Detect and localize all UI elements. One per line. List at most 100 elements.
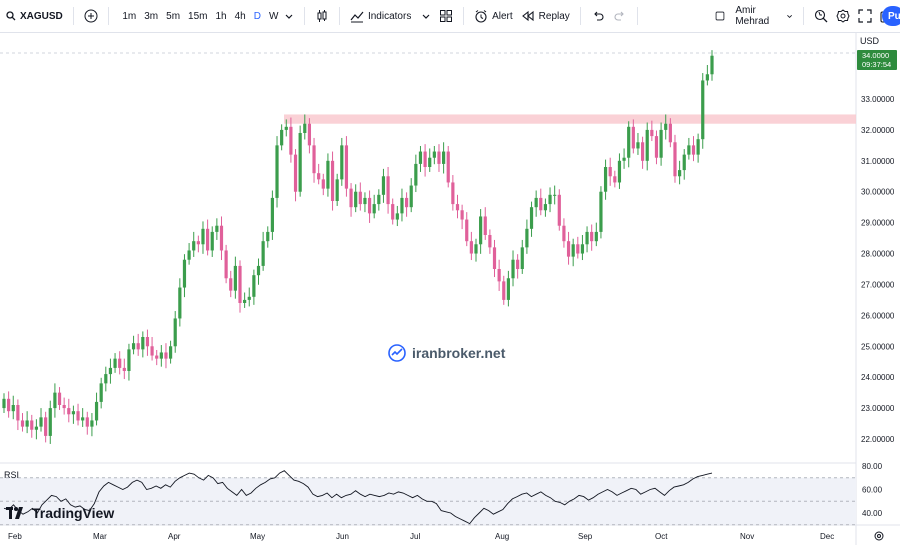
candle-body: [293, 154, 298, 192]
candle-body: [654, 136, 659, 158]
candle-body: [284, 126, 288, 130]
candle-body: [344, 145, 349, 189]
undo-button[interactable]: [587, 4, 609, 28]
candle-body: [372, 204, 376, 214]
alert-button[interactable]: Alert: [470, 4, 517, 28]
timeframe-15m[interactable]: 15m: [188, 10, 208, 22]
fullscreen-button[interactable]: [854, 4, 876, 28]
candle-body: [585, 231, 589, 245]
candle-body: [330, 160, 335, 201]
replay-button[interactable]: Replay: [517, 4, 574, 28]
candle-body: [238, 265, 242, 303]
candle-body: [136, 343, 140, 350]
candle-body: [44, 417, 48, 436]
timeframe-4h[interactable]: 4h: [234, 10, 246, 22]
candle-body: [104, 374, 108, 384]
candle-body: [141, 337, 145, 350]
candle-body: [62, 405, 66, 409]
candle-body: [455, 204, 460, 211]
currency-label[interactable]: USD: [860, 36, 880, 46]
timeframe-5m[interactable]: 5m: [166, 10, 181, 22]
candle-body: [691, 145, 696, 155]
tradingview-icon: [6, 507, 23, 519]
last-price-value: 34.0000: [862, 51, 889, 60]
candle-body: [11, 405, 15, 412]
timeframe-w[interactable]: W: [268, 10, 279, 22]
candle-body: [525, 228, 529, 248]
candle-body: [2, 398, 6, 409]
compare-symbol-button[interactable]: [80, 4, 102, 28]
candle-body: [71, 411, 76, 415]
candle-body: [446, 151, 450, 183]
candle-body: [57, 392, 62, 405]
candle-body: [594, 231, 598, 242]
candle-body: [53, 392, 57, 409]
search-icon: [6, 11, 16, 21]
candle-body: [640, 142, 645, 161]
indicators-button[interactable]: Indicators: [346, 4, 435, 28]
chart-type-button[interactable]: [311, 4, 333, 28]
settings-button[interactable]: [832, 4, 854, 28]
candle-body: [548, 194, 552, 205]
candle-body: [363, 197, 367, 205]
candle-body: [266, 231, 270, 242]
candle-body: [367, 197, 372, 214]
candles-group: [2, 50, 714, 444]
price-label: 29.00000: [861, 219, 895, 228]
watermark-logo-icon: [388, 344, 406, 362]
candle-body: [668, 123, 672, 143]
rsi-label[interactable]: RSI: [4, 470, 20, 480]
time-label: Aug: [495, 532, 509, 541]
candle-body: [418, 151, 423, 164]
layouts-button[interactable]: [435, 4, 457, 28]
timeframe-d[interactable]: D: [253, 10, 261, 22]
divider: [339, 7, 340, 25]
candle-body: [340, 145, 344, 180]
candle-body: [386, 176, 390, 205]
candle-body: [377, 194, 381, 205]
candle-body: [215, 225, 219, 232]
timeframe-3m[interactable]: 3m: [144, 10, 159, 22]
candle-body: [529, 207, 534, 229]
candle-body: [432, 151, 436, 158]
candle-body: [145, 337, 150, 347]
candle-body: [252, 275, 256, 297]
candle-body: [39, 417, 43, 427]
timeframe-1m[interactable]: 1m: [122, 10, 137, 22]
candle-body: [307, 123, 312, 146]
candle-body: [580, 244, 585, 254]
candle-body: [326, 160, 330, 189]
timeframe-group: 1m 3m 5m 15m 1h 4h D W: [114, 4, 298, 28]
plus-circle-icon: [84, 9, 98, 23]
candle-body: [543, 204, 548, 211]
time-label: Jul: [410, 532, 420, 541]
candle-body: [682, 154, 686, 171]
tradingview-logo[interactable]: TradingView: [6, 505, 114, 521]
quick-search-button[interactable]: [810, 4, 832, 28]
axis-settings-icon: [874, 531, 884, 541]
candle-body: [118, 358, 122, 368]
candle-body: [488, 235, 492, 248]
chevron-down-icon[interactable]: [284, 11, 294, 21]
symbol-search[interactable]: XAGUSD: [2, 4, 67, 28]
chart-area[interactable]: 33.00000 32.00000 31.00000 30.00000 29.00000…: [0, 33, 900, 545]
candle-body: [571, 244, 575, 257]
candle-body: [127, 349, 131, 371]
candle-body: [159, 352, 163, 359]
redo-button[interactable]: [609, 4, 631, 28]
price-label: 28.00000: [861, 250, 895, 259]
candle-body: [210, 231, 214, 251]
candle-body: [516, 259, 520, 269]
price-label: 31.00000: [861, 157, 895, 166]
layout-menu[interactable]: Amir Mehrad: [711, 4, 797, 28]
candle-body: [229, 278, 233, 291]
timeframe-1h[interactable]: 1h: [215, 10, 227, 22]
candle-body: [219, 225, 224, 251]
candle-body: [414, 163, 418, 186]
price-chart[interactable]: 33.00000 32.00000 31.00000 30.00000 29.00000…: [0, 33, 900, 545]
candle-body: [25, 420, 29, 427]
resistance-zone: [284, 114, 856, 124]
candle-body: [664, 123, 668, 130]
candle-body: [404, 197, 409, 208]
publish-button[interactable]: Pu: [882, 6, 900, 26]
